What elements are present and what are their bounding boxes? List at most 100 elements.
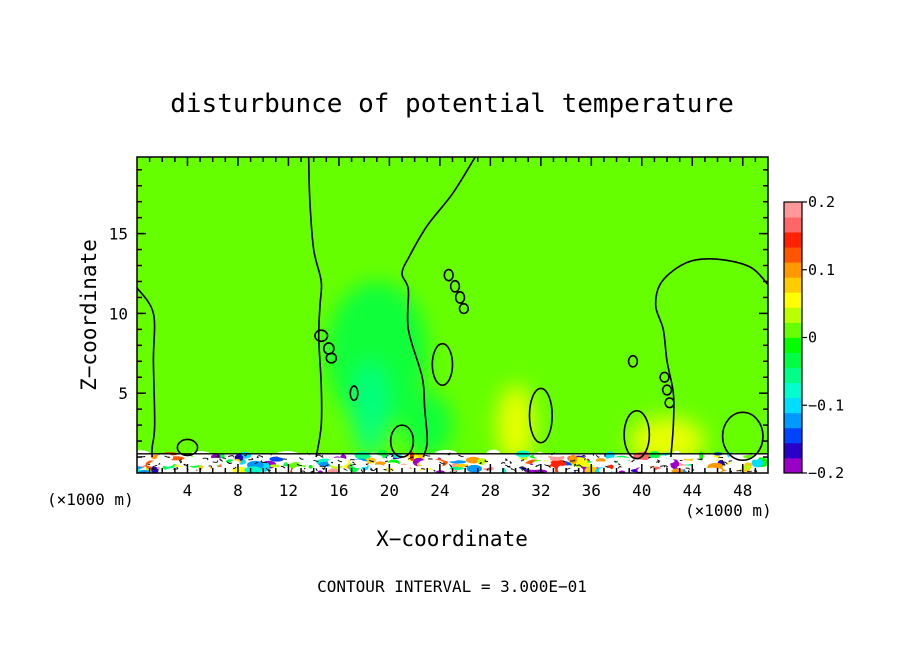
surface-contour-squiggle [728,460,732,463]
colorbar-tick-label: 0 [808,329,817,347]
surface-cell [595,458,606,463]
x-tick-label: 16 [329,481,348,500]
anomaly-region-2 [402,393,453,458]
surface-white-patch [588,461,613,466]
surface-white-patch [676,465,697,470]
surface-contour-squiggle [522,468,526,472]
surface-contour-squiggle [433,469,436,472]
closed-contour-11 [659,371,670,383]
surface-contour-squiggle [446,471,451,473]
surface-contour-squiggle [212,460,219,463]
surface-contour-squiggle [425,454,431,457]
surface-white-patch [510,463,531,468]
colorbar-tick-label: 0.2 [808,193,835,211]
surface-white-patch [327,457,349,467]
surface-contour-squiggle [254,461,259,465]
x-tick-label: 48 [733,481,752,500]
surface-contour-squiggle [299,457,304,460]
surface-contour-squiggle [520,459,525,462]
surface-contour-squiggle [147,463,151,466]
axis-ticks [137,157,768,473]
surface-contour-squiggle [685,467,690,470]
y-tick-label: 15 [109,225,128,244]
surface-white-patch [702,456,719,461]
contour-lines [137,157,768,462]
surface-white-patch [659,455,667,461]
surface-cell [465,456,481,464]
surface-contour-squiggle [391,454,394,458]
surface-contour-squiggle [617,463,621,466]
surface-cell [244,466,263,473]
surface-contour-squiggle [721,463,726,466]
colorbar-segment [784,307,802,323]
surface-contour-squiggle [687,470,690,473]
surface-white-patch [419,459,443,466]
surface-white-patch [370,464,387,473]
surface-contour-squiggle [535,464,540,467]
surface-cell [269,456,285,462]
surface-white-patch [655,468,670,473]
surface-white-patch [137,461,146,467]
x-tick-label: 20 [380,481,399,500]
x-tick-labels: 4 8 12 16 20 24 28 32 36 40 44 48 [183,481,753,500]
surface-white-patch [150,460,163,466]
surface-contour-squiggle [747,470,753,472]
surface-contour-squiggle [723,461,728,465]
closed-contour-7 [458,303,470,315]
closed-contour-2 [325,352,338,364]
surface-contour-squiggle [648,456,651,459]
surface-contour-squiggle [521,467,527,471]
plot-area [136,156,769,474]
surface-contour-squiggle [296,463,302,467]
surface-white-patch [695,464,702,471]
surface-cell [466,464,483,473]
surface-contour-squiggle [208,465,213,468]
colorbar-segment [784,427,802,444]
surface-contour-squiggle [228,455,234,458]
anomaly-region-3 [496,385,535,466]
y-tick-label: 5 [118,384,128,403]
contour-line-1 [307,157,323,458]
surface-contour-squiggle [214,454,220,458]
colorbar-segment [784,337,802,353]
closed-contour-16 [389,424,415,458]
surface-white-patch [161,459,175,467]
surface-white-patch [616,460,633,467]
closed-contour-12 [661,384,673,396]
colorbar-segment [784,412,802,429]
surface-contour-squiggle [151,468,157,471]
colorbar-segment [784,382,802,399]
x-axis-label: X−coordinate [376,527,528,551]
surface-cell [327,468,341,473]
surface-cell [220,453,225,459]
surface-cell [232,466,248,473]
surface-white-patch [298,461,315,466]
surface-contour-squiggle [365,463,369,466]
surface-white-patch [680,460,693,465]
surface-white-patch [374,455,383,461]
x-tick-label: 36 [582,481,601,500]
surface-contour-squiggle [736,470,742,472]
surface-contour-squiggle [576,464,582,467]
chart-title: disturbunce of potential temperature [170,89,734,119]
colorbar-segment [784,217,802,233]
surface-contour-squiggle [584,458,586,461]
surface-contour-squiggle [219,458,224,462]
closed-contour-6 [454,291,466,304]
closed-contour-15 [176,438,199,457]
surface-white-patch [390,468,400,473]
surface-contour-squiggle [313,459,319,463]
surface-contour-squiggle [614,460,618,463]
surface-white-patch [607,457,631,462]
colorbar-segment [784,292,802,308]
surface-contour-squiggle [280,465,286,469]
colorbar-tick-label: −0.1 [808,396,844,414]
surface-contour-squiggle [321,455,324,458]
surface-contour-squiggle [697,457,703,460]
surface-contour-squiggle [322,466,326,470]
surface-white-patch [157,453,174,461]
surface-contour-squiggle [604,454,606,458]
x-tick-label: 32 [531,481,550,500]
surface-white-patch [599,467,612,473]
colorbar-segment [784,397,802,414]
